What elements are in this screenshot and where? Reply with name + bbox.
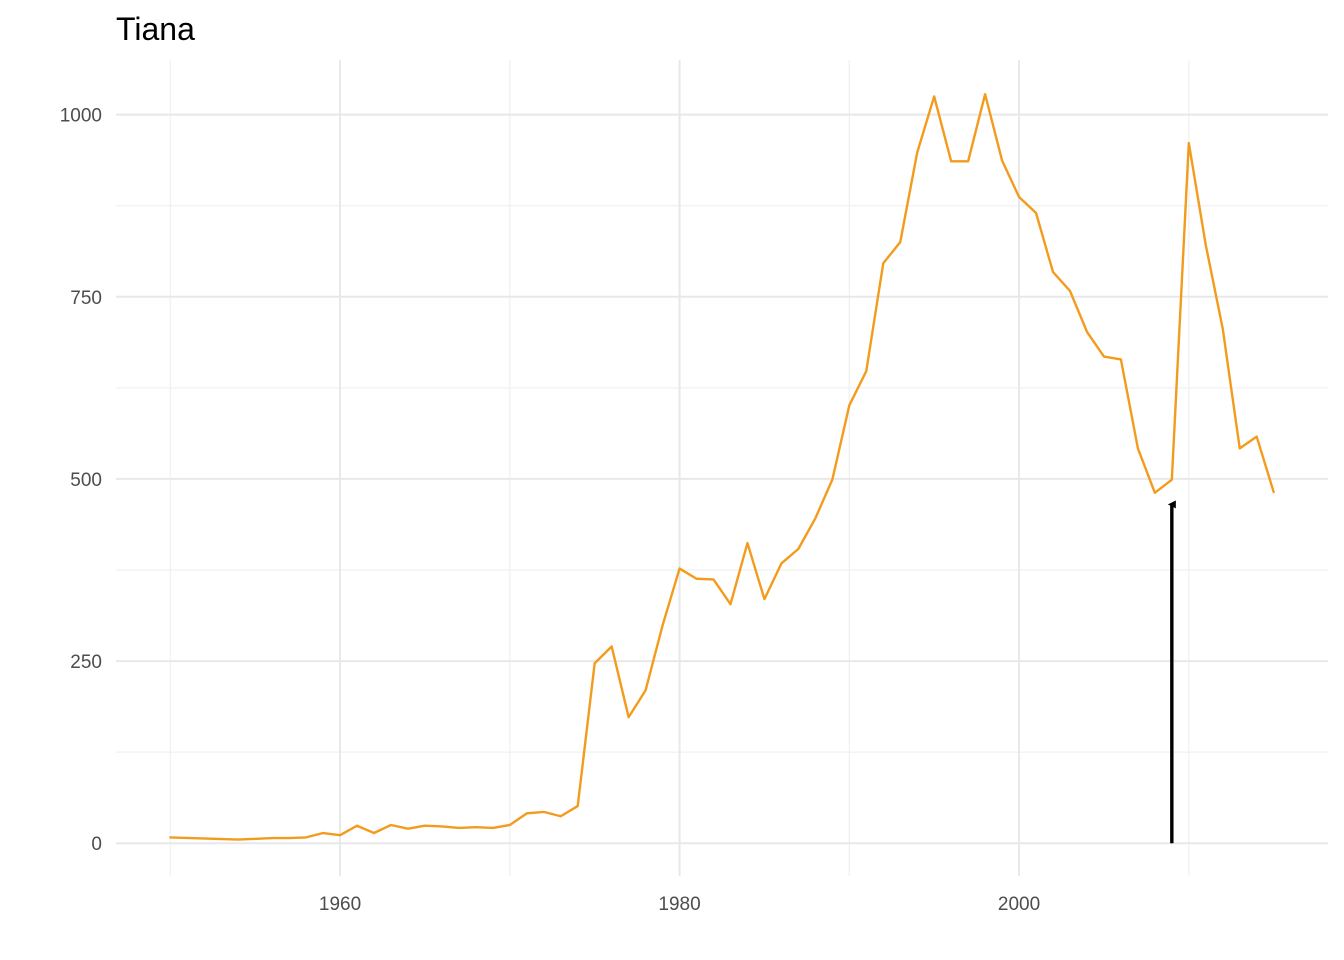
minor-gridlines (116, 60, 1328, 876)
major-gridlines (116, 60, 1328, 876)
y-tick-label: 250 (70, 652, 102, 673)
series-layer (169, 93, 1275, 841)
chart-title: Tiana (116, 11, 195, 47)
y-tick-label: 1000 (60, 106, 102, 127)
x-tick-label: 2000 (998, 894, 1040, 915)
series-line (169, 93, 1275, 841)
x-axis-tick-labels: 1960 1980 2000 (319, 894, 1040, 915)
y-tick-label: 0 (91, 834, 102, 855)
y-tick-label: 750 (70, 288, 102, 309)
y-tick-label: 500 (70, 470, 102, 491)
x-tick-label: 1980 (658, 894, 700, 915)
x-tick-label: 1960 (319, 894, 361, 915)
y-axis-tick-labels: 0 250 500 750 1000 (60, 106, 102, 856)
